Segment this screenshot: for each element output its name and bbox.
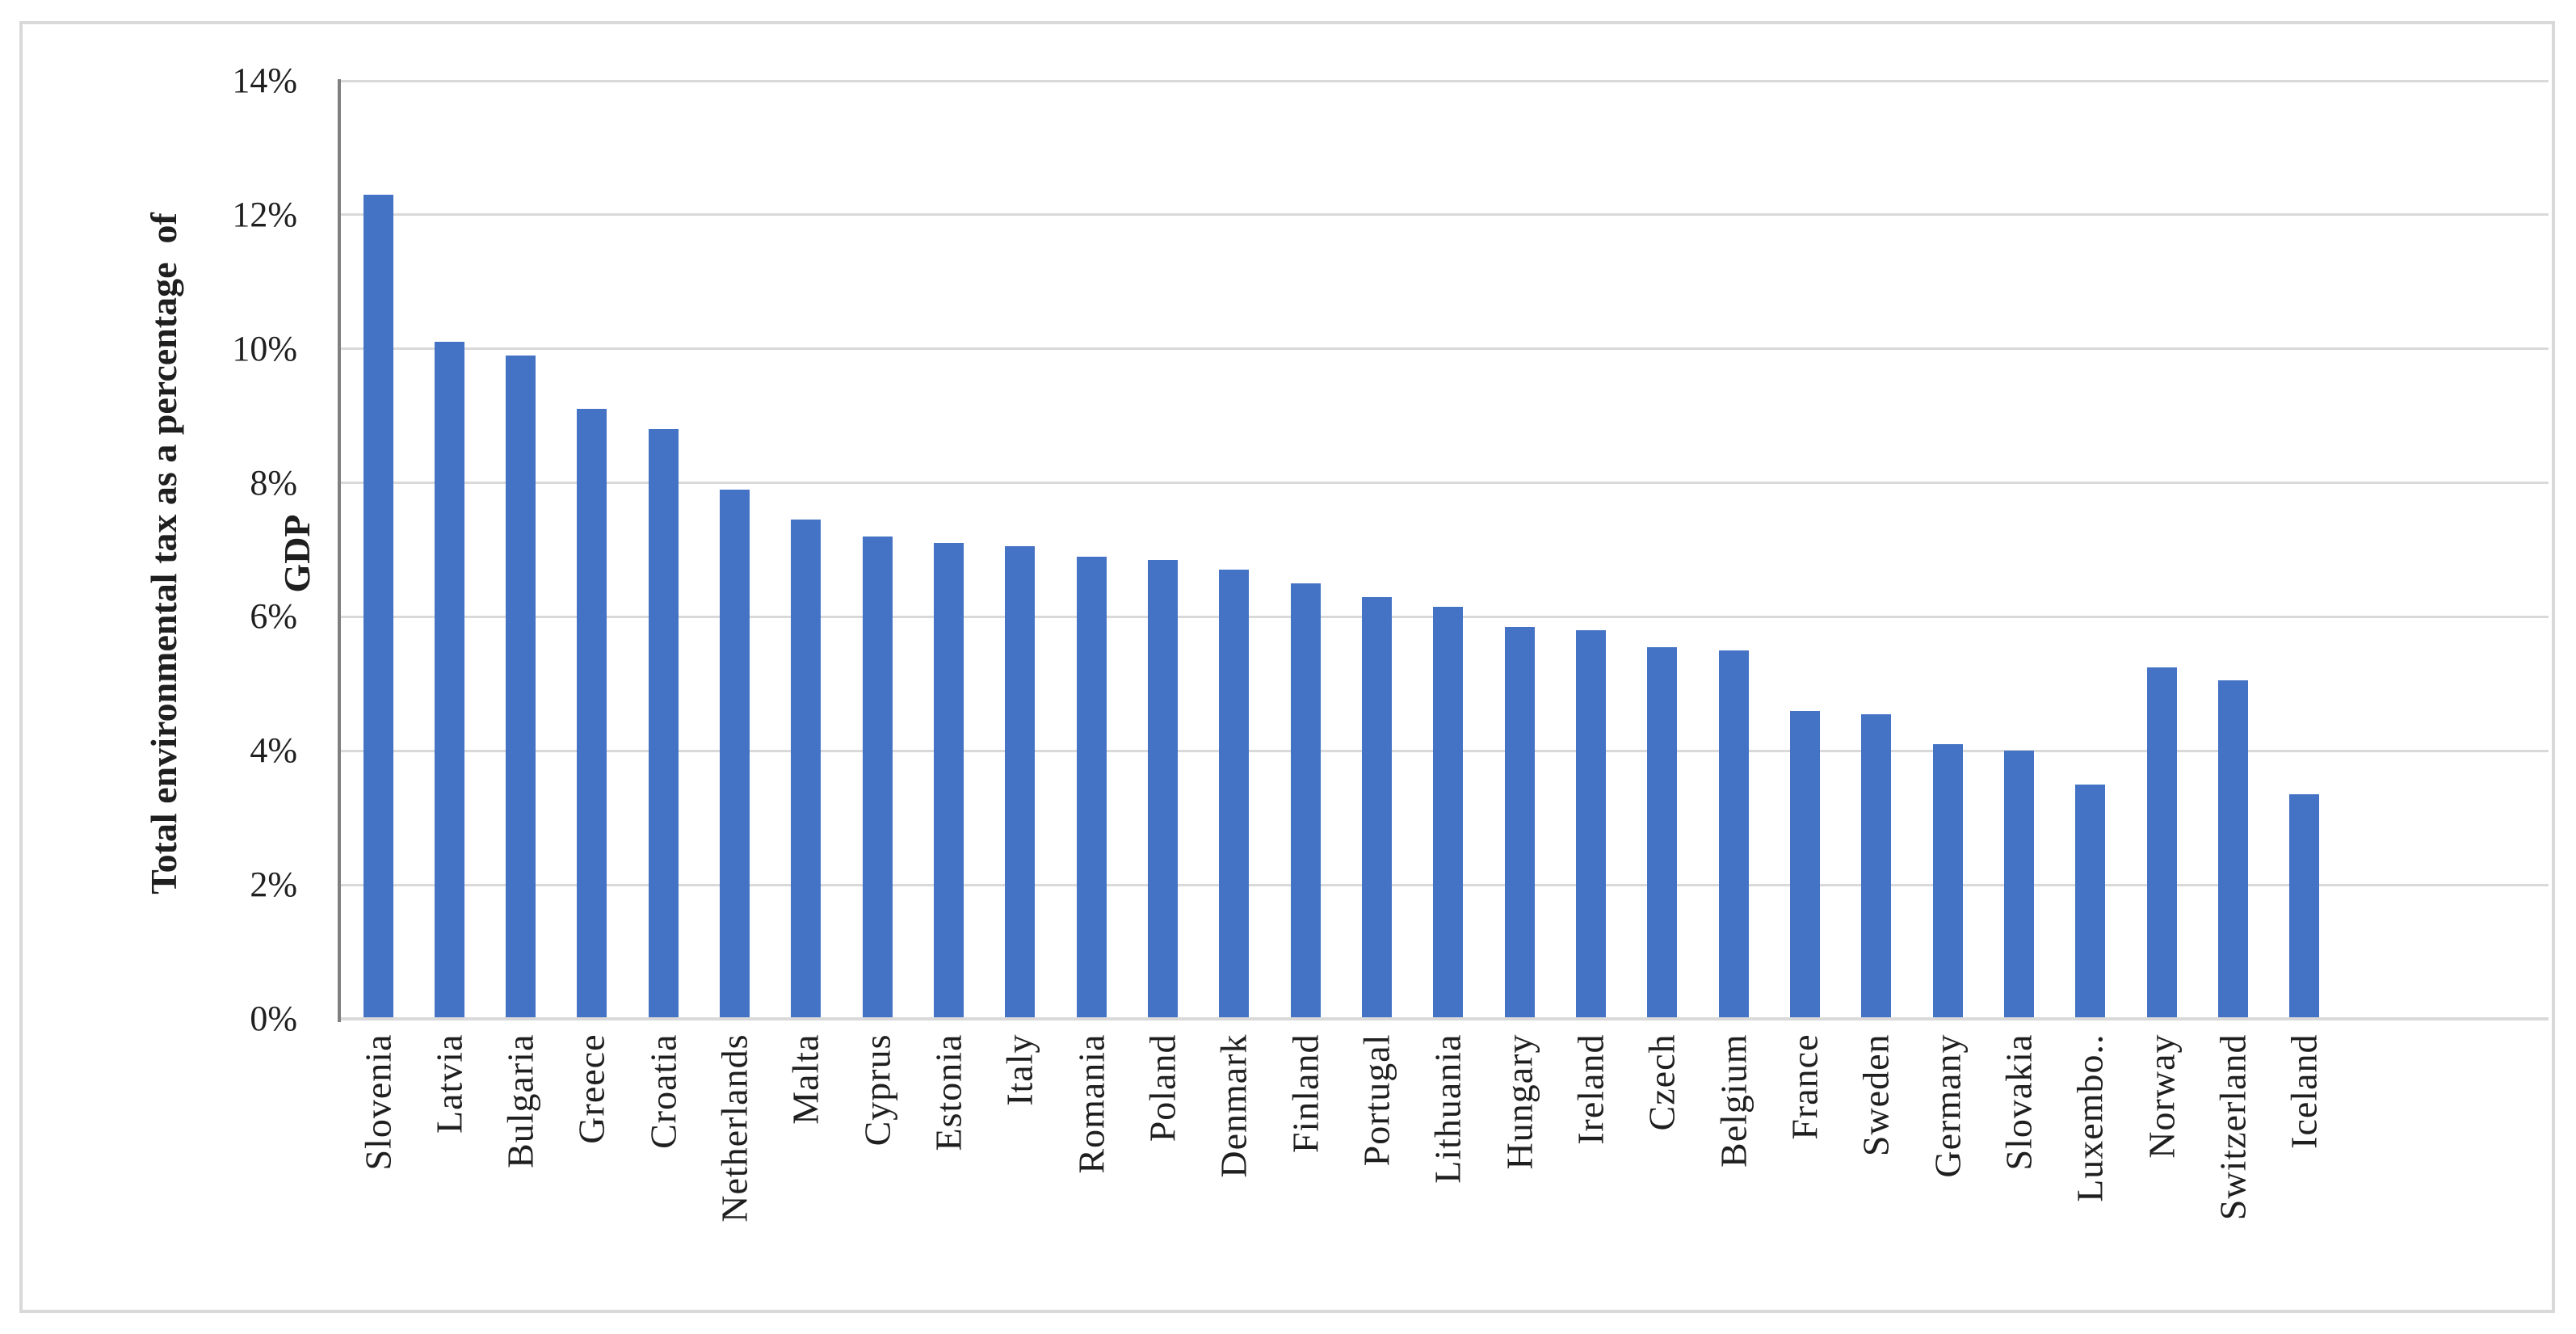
y-axis-line (338, 79, 341, 1022)
y-tick-label-0: 0% (250, 999, 297, 1038)
x-category-label: Denmark (1212, 1033, 1254, 1178)
figure-border (19, 21, 2555, 1313)
bar-slovenia (363, 194, 393, 1019)
bar-iceland (2289, 794, 2320, 1019)
y-gridline-12 (341, 213, 2549, 217)
bar-france (1790, 710, 1821, 1019)
x-category-label: Croatia (642, 1033, 684, 1149)
x-category-label: Estonia (927, 1033, 969, 1151)
bar-cyprus (862, 536, 893, 1019)
bar-portugal (1362, 596, 1393, 1019)
bar-denmark (1219, 570, 1250, 1019)
x-category-label: Norway (2141, 1033, 2183, 1159)
y-tick-label-4: 4% (250, 730, 297, 771)
bar-estonia (934, 543, 964, 1019)
x-category-label: Netherlands (713, 1033, 755, 1222)
x-category-label: Bulgaria (499, 1033, 541, 1168)
x-category-label: Latvia (428, 1033, 470, 1134)
x-category-label: Cyprus (856, 1033, 898, 1146)
bar-ireland (1576, 630, 1607, 1019)
x-category-label: Iceland (2283, 1033, 2325, 1149)
y-tick-label-8: 8% (250, 462, 297, 503)
bar-netherlands (720, 489, 750, 1019)
x-category-label: Slovakia (1998, 1033, 2040, 1170)
bar-hungary (1504, 626, 1535, 1019)
bar-lithuania (1433, 606, 1464, 1019)
x-category-label: France (1784, 1033, 1826, 1140)
y-gridline-10 (341, 347, 2549, 351)
y-tick-label-12: 12% (232, 194, 297, 234)
bar-slovakia (2004, 751, 2035, 1019)
y-tick-label-14: 14% (232, 61, 297, 100)
x-category-label: Greece (570, 1033, 612, 1144)
x-category-label: Hungary (1498, 1033, 1540, 1169)
bar-finland (1290, 583, 1321, 1019)
bar-czech (1647, 646, 1678, 1019)
bar-poland (1148, 559, 1179, 1019)
bar-germany (1932, 743, 1963, 1019)
x-category-label: Portugal (1355, 1033, 1397, 1166)
y-gridline-8 (341, 482, 2549, 485)
x-category-label: Sweden (1855, 1033, 1897, 1156)
bar-latvia (434, 342, 464, 1019)
bar-greece (577, 409, 607, 1019)
bar-norway (2146, 667, 2177, 1019)
x-category-label: Poland (1141, 1033, 1183, 1142)
bar-switzerland (2218, 680, 2249, 1019)
x-category-label: Ireland (1570, 1033, 1612, 1145)
bar-romania (1076, 556, 1107, 1019)
y-tick-label-10: 10% (232, 328, 297, 368)
bar-croatia (648, 429, 679, 1019)
x-category-label: Romania (1070, 1033, 1112, 1174)
bar-italy (1005, 546, 1036, 1019)
x-category-label: Germany (1927, 1033, 1969, 1178)
bar-bulgaria (506, 356, 536, 1019)
x-axis-line (341, 1017, 2549, 1020)
x-category-label: Lithuania (1427, 1033, 1469, 1184)
x-category-label: Belgium (1712, 1033, 1754, 1168)
x-category-label: Czech (1641, 1033, 1683, 1130)
bar-malta (791, 520, 822, 1019)
bar-belgium (1718, 650, 1749, 1019)
bar-sweden (1861, 713, 1892, 1019)
x-category-label: Slovenia (357, 1033, 398, 1170)
x-category-label: Switzerland (2212, 1033, 2254, 1220)
x-category-label: Malta (784, 1033, 826, 1125)
x-category-label: Finland (1284, 1033, 1326, 1153)
bar-luxembo- (2075, 784, 2106, 1019)
x-category-label: Italy (998, 1033, 1040, 1106)
y-tick-label-6: 6% (250, 596, 297, 637)
y-tick-label-2: 2% (250, 865, 297, 905)
y-gridline-14 (341, 79, 2549, 82)
x-category-label: Luxembo.. (2069, 1033, 2111, 1202)
